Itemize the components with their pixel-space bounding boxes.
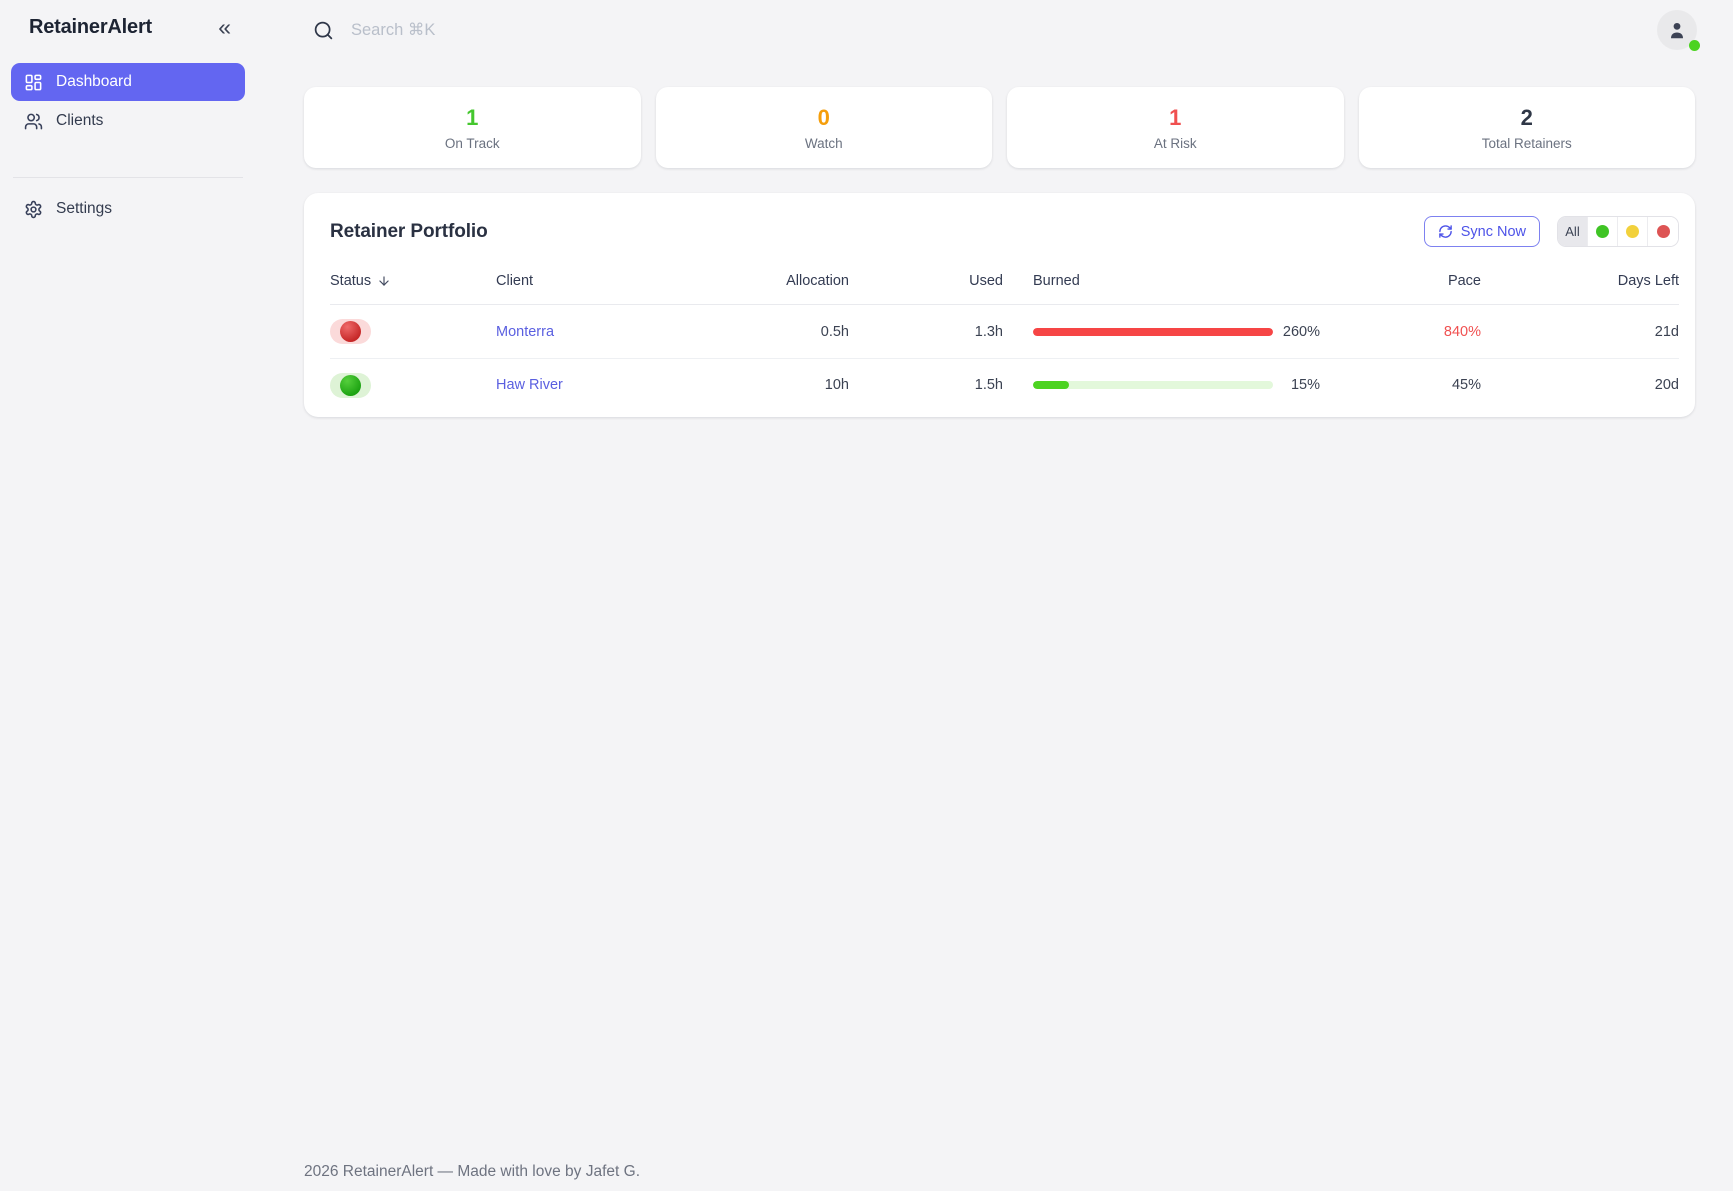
sidebar-header: RetainerAlert « bbox=[11, 0, 245, 39]
pace-cell: 840% bbox=[1443, 323, 1481, 340]
sidebar-item-clients[interactable]: Clients bbox=[11, 102, 245, 140]
burned-progress-track bbox=[1033, 381, 1273, 389]
client-link[interactable]: Monterra bbox=[496, 323, 555, 340]
allocation-cell: 0.5h bbox=[820, 323, 849, 340]
stat-card-at-risk: 1 At Risk bbox=[1007, 87, 1344, 168]
burned-percent: 15% bbox=[1290, 377, 1320, 393]
used-cell: 1.3h bbox=[974, 323, 1003, 340]
column-header-allocation[interactable]: Allocation bbox=[786, 272, 849, 289]
sidebar-item-dashboard[interactable]: Dashboard bbox=[11, 63, 245, 101]
status-dot-icon bbox=[340, 321, 361, 342]
sync-now-button[interactable]: Sync Now bbox=[1423, 216, 1540, 247]
gear-icon bbox=[24, 200, 43, 219]
retainer-portfolio-panel: Retainer Portfolio Sync Now All bbox=[304, 193, 1695, 417]
topbar bbox=[256, 0, 1733, 60]
column-header-client[interactable]: Client bbox=[496, 272, 534, 289]
filter-green-button[interactable] bbox=[1588, 217, 1618, 246]
sidebar-item-label: Dashboard bbox=[56, 73, 132, 90]
stat-value: 2 bbox=[1520, 104, 1533, 130]
column-header-burned[interactable]: Burned bbox=[1033, 272, 1080, 289]
red-dot-icon bbox=[1656, 225, 1670, 238]
filter-yellow-button[interactable] bbox=[1618, 217, 1648, 246]
person-icon bbox=[1671, 22, 1683, 39]
stat-label: Total Retainers bbox=[1481, 135, 1572, 151]
table-row: Monterra 0.5h 1.3h 260% 840% 21d bbox=[330, 305, 1679, 358]
filter-red-button[interactable] bbox=[1648, 217, 1678, 246]
sidebar: RetainerAlert « Dashboard Clients Settin… bbox=[0, 0, 256, 1191]
presence-dot bbox=[1689, 40, 1700, 51]
column-label: Status bbox=[330, 272, 372, 289]
panel-header: Retainer Portfolio Sync Now All bbox=[304, 193, 1695, 257]
search-input[interactable] bbox=[351, 20, 771, 40]
table-header-row: Status Client Allocation Used Burned Pac… bbox=[330, 257, 1679, 305]
retainer-table: Status Client Allocation Used Burned Pac… bbox=[304, 257, 1695, 411]
sidebar-item-settings[interactable]: Settings bbox=[11, 190, 245, 228]
burned-progress-track bbox=[1033, 327, 1273, 336]
used-cell: 1.5h bbox=[974, 377, 1003, 393]
status-badge bbox=[330, 319, 371, 344]
sidebar-nav: Dashboard Clients bbox=[11, 63, 245, 140]
filter-all-button[interactable]: All bbox=[1558, 217, 1588, 246]
column-header-used[interactable]: Used bbox=[969, 272, 1003, 289]
user-avatar[interactable] bbox=[1657, 10, 1700, 51]
stat-card-watch: 0 Watch bbox=[655, 87, 992, 168]
sort-desc-icon bbox=[377, 274, 391, 288]
sidebar-item-label: Clients bbox=[56, 112, 104, 129]
burned-progress-fill bbox=[1033, 381, 1069, 389]
sidebar-item-label: Settings bbox=[56, 200, 113, 217]
days-left-cell: 20d bbox=[1654, 377, 1679, 393]
panel-actions: Sync Now All bbox=[1423, 216, 1679, 247]
sidebar-divider bbox=[13, 177, 243, 178]
column-header-status[interactable]: Status bbox=[330, 273, 496, 289]
panel-title: Retainer Portfolio bbox=[330, 220, 488, 242]
burned-cell: 260% bbox=[1003, 324, 1320, 340]
stat-value: 1 bbox=[1169, 104, 1182, 130]
search-icon bbox=[313, 20, 334, 41]
status-filter-group: All bbox=[1557, 216, 1679, 247]
column-header-pace[interactable]: Pace bbox=[1447, 272, 1481, 289]
table-row: Haw River 10h 1.5h 15% 45% 20d bbox=[330, 358, 1679, 411]
client-link[interactable]: Haw River bbox=[496, 377, 563, 393]
search-bar bbox=[313, 20, 1657, 41]
main-content: 1 On Track 0 Watch 1 At Risk 2 Total Ret… bbox=[256, 0, 1733, 417]
stat-value: 0 bbox=[817, 104, 830, 130]
burned-percent: 260% bbox=[1282, 323, 1320, 340]
allocation-cell: 10h bbox=[824, 377, 849, 393]
column-header-days-left[interactable]: Days Left bbox=[1617, 272, 1679, 289]
stat-value: 1 bbox=[466, 104, 479, 130]
days-left-cell: 21d bbox=[1654, 323, 1679, 340]
burned-cell: 15% bbox=[1003, 377, 1320, 393]
status-dot-icon bbox=[340, 374, 361, 396]
users-icon bbox=[24, 112, 43, 131]
stat-card-total-retainers: 2 Total Retainers bbox=[1358, 87, 1695, 168]
dashboard-icon bbox=[24, 73, 43, 92]
stat-label: At Risk bbox=[1153, 135, 1197, 151]
stat-label: Watch bbox=[804, 135, 843, 151]
stats-row: 1 On Track 0 Watch 1 At Risk 2 Total Ret… bbox=[304, 87, 1695, 168]
yellow-dot-icon bbox=[1626, 225, 1639, 238]
app-title: RetainerAlert bbox=[29, 16, 152, 38]
sidebar-collapse-button[interactable]: « bbox=[218, 14, 231, 40]
refresh-icon bbox=[1438, 224, 1453, 239]
footer-text: 2026 RetainerAlert — Made with love by J… bbox=[304, 1163, 640, 1180]
stat-label: On Track bbox=[444, 135, 500, 151]
stat-card-on-track: 1 On Track bbox=[304, 87, 641, 168]
green-dot-icon bbox=[1596, 225, 1609, 238]
sync-now-label: Sync Now bbox=[1460, 223, 1526, 240]
pace-cell: 45% bbox=[1451, 377, 1481, 393]
status-badge bbox=[330, 372, 371, 398]
burned-progress-fill bbox=[1033, 327, 1273, 336]
